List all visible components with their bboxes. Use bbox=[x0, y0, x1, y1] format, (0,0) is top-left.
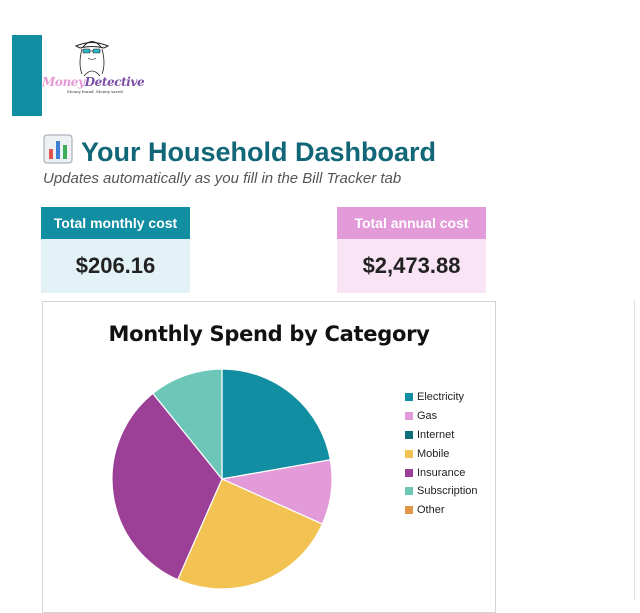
legend-label: Internet bbox=[417, 428, 455, 441]
legend-item-other: Other bbox=[405, 501, 478, 520]
pie-slice-insurance[interactable] bbox=[111, 392, 223, 581]
legend-swatch bbox=[405, 393, 413, 402]
legend-label: Electricity bbox=[417, 391, 465, 404]
legend-item-subscription: Subscription bbox=[405, 482, 478, 501]
legend-item-electricity: Electricity bbox=[405, 388, 478, 407]
pie-slice-mobile[interactable] bbox=[176, 478, 324, 590]
legend-label: Insurance bbox=[417, 466, 466, 479]
legend-label: Gas bbox=[417, 410, 438, 423]
legend-label: Other bbox=[417, 504, 445, 517]
legend-swatch bbox=[405, 468, 413, 477]
legend-item-mobile: Mobile bbox=[405, 444, 478, 463]
legend-label: Subscription bbox=[417, 485, 478, 498]
legend-item-insurance: Insurance bbox=[405, 463, 478, 482]
legend-swatch bbox=[405, 412, 413, 421]
legend-swatch bbox=[405, 449, 413, 458]
money-detective-logo: MoneyDetective Money found. Money saved. bbox=[42, 36, 146, 98]
pie-slice-subscription[interactable] bbox=[152, 368, 223, 481]
detective-woman-icon bbox=[74, 41, 110, 77]
total-annual-cost-value[interactable]: $2,473.88 bbox=[337, 239, 486, 293]
page-subtitle: Updates automatically as you fill in the… bbox=[43, 170, 402, 187]
legend-label: Mobile bbox=[417, 447, 450, 460]
pie-slice-electricity[interactable] bbox=[221, 368, 332, 480]
legend-swatch bbox=[405, 506, 413, 515]
monthly-spend-chart[interactable]: Monthly Spend by Category Electricity Gas… bbox=[42, 301, 496, 613]
legend-item-internet: Internet bbox=[405, 426, 478, 445]
bar-chart-icon bbox=[43, 134, 73, 164]
accent-bar bbox=[12, 35, 42, 116]
logo-wordmark: MoneyDetective bbox=[42, 75, 145, 89]
chart-title: Monthly Spend by Category bbox=[108, 322, 430, 346]
total-annual-cost-label: Total annual cost bbox=[337, 207, 486, 239]
chart-legend: Electricity Gas Internet Mobile Insurance Sub… bbox=[405, 388, 478, 520]
page-title: Your Household Dashboard bbox=[43, 134, 436, 168]
legend-swatch bbox=[405, 430, 413, 439]
legend-item-gas: Gas bbox=[405, 407, 478, 426]
total-monthly-cost-label: Total monthly cost bbox=[41, 207, 190, 239]
total-annual-cost-card: Total annual cost $2,473.88 bbox=[337, 207, 486, 293]
logo-tagline: Money found. Money saved. bbox=[67, 89, 124, 94]
page-title-text: Your Household Dashboard bbox=[81, 137, 437, 167]
sheet-gridline bbox=[634, 300, 635, 600]
legend-swatch bbox=[405, 487, 413, 496]
total-monthly-cost-card: Total monthly cost $206.16 bbox=[41, 207, 190, 293]
pie-chart-plot bbox=[111, 368, 333, 590]
total-monthly-cost-value[interactable]: $206.16 bbox=[41, 239, 190, 293]
